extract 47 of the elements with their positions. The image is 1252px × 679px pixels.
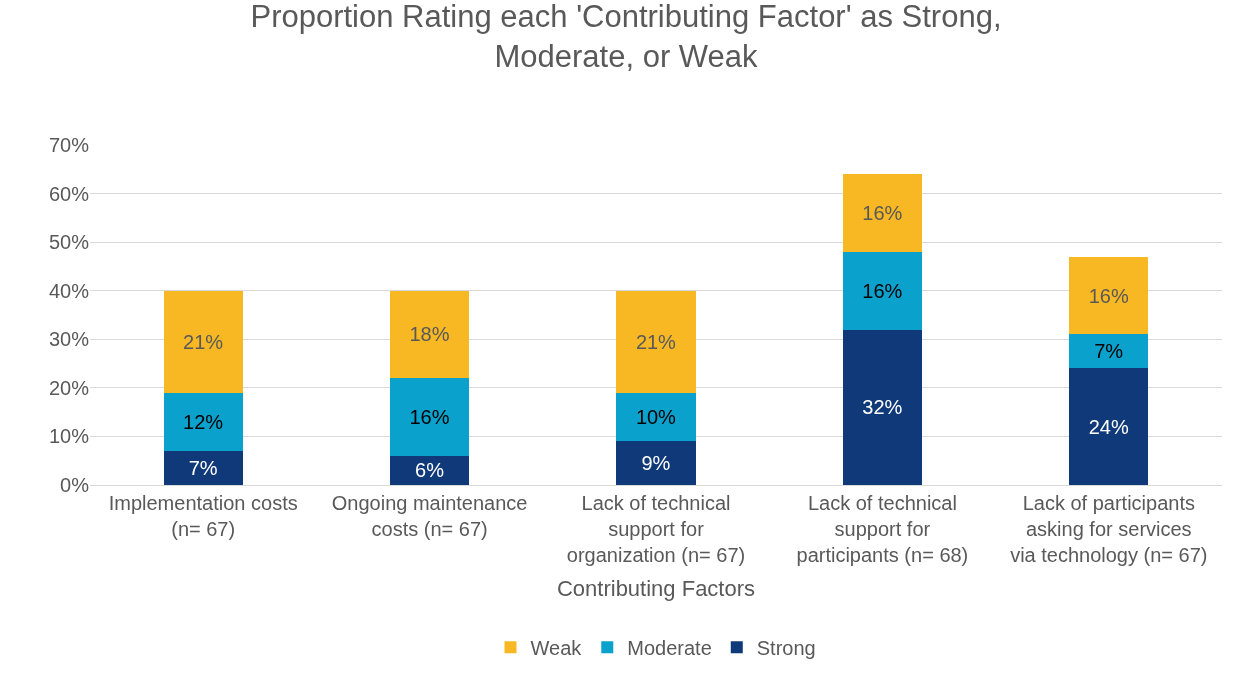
legend-label: Weak: [530, 637, 583, 660]
legend-label: Strong: [756, 637, 816, 660]
data-label: 9%: [641, 452, 671, 475]
data-label: 6%: [415, 459, 445, 482]
bar: [163, 392, 243, 451]
y-tick-label: 10%: [48, 425, 90, 448]
y-tick-label: 50%: [48, 231, 90, 254]
y-tick-label: 0%: [60, 474, 90, 496]
bar: [389, 290, 470, 379]
x-tick-label: Lack of technical support for participants (n= 68): [796, 492, 969, 566]
bar: [1069, 256, 1149, 335]
data-label: 16%: [862, 202, 903, 224]
chart-title: Proportion Rating each 'Contributing Factor' as Strong, Moderate, or Weak: [250, 0, 1002, 75]
bar: [842, 251, 923, 330]
y-tick-label: 30%: [48, 328, 90, 351]
y-tick-label: 20%: [48, 376, 90, 399]
data-label: 16%: [409, 406, 450, 428]
data-label: 16%: [1088, 284, 1129, 307]
bar: [163, 290, 243, 393]
x-tick-label: Lack of technical support for organization (n= 67): [566, 492, 746, 566]
bar: [1069, 334, 1149, 369]
y-tick-label: 70%: [48, 134, 90, 156]
bar: [842, 174, 923, 252]
legend-label: Moderate: [627, 637, 712, 660]
bar: [616, 392, 696, 442]
x-tick-label: Lack of participants asking for services via technology (n= 67): [1010, 492, 1208, 566]
bar: [389, 378, 470, 456]
data-label: 10%: [635, 406, 677, 428]
data-label: 32%: [862, 396, 903, 419]
data-label: 18%: [409, 323, 450, 346]
bar: [616, 441, 696, 485]
data-label: 21%: [183, 330, 224, 353]
bar: [616, 290, 696, 393]
data-label: 21%: [635, 330, 677, 353]
data-label: 7%: [188, 457, 218, 479]
data-label: 7%: [1094, 340, 1124, 363]
bar: [842, 329, 923, 485]
x-axis-title: Contributing Factors: [556, 575, 756, 601]
y-tick-label: 60%: [48, 182, 90, 205]
data-label: 24%: [1088, 415, 1129, 438]
y-tick-label: 40%: [48, 279, 90, 302]
bar: [163, 451, 243, 485]
x-tick-label: Implementation costs (n= 67): [108, 492, 298, 540]
bar: [1069, 368, 1149, 485]
data-label: 12%: [183, 410, 224, 433]
data-label: 16%: [862, 279, 903, 302]
x-tick-label: Ongoing maintenance costs (n= 67): [331, 492, 528, 540]
